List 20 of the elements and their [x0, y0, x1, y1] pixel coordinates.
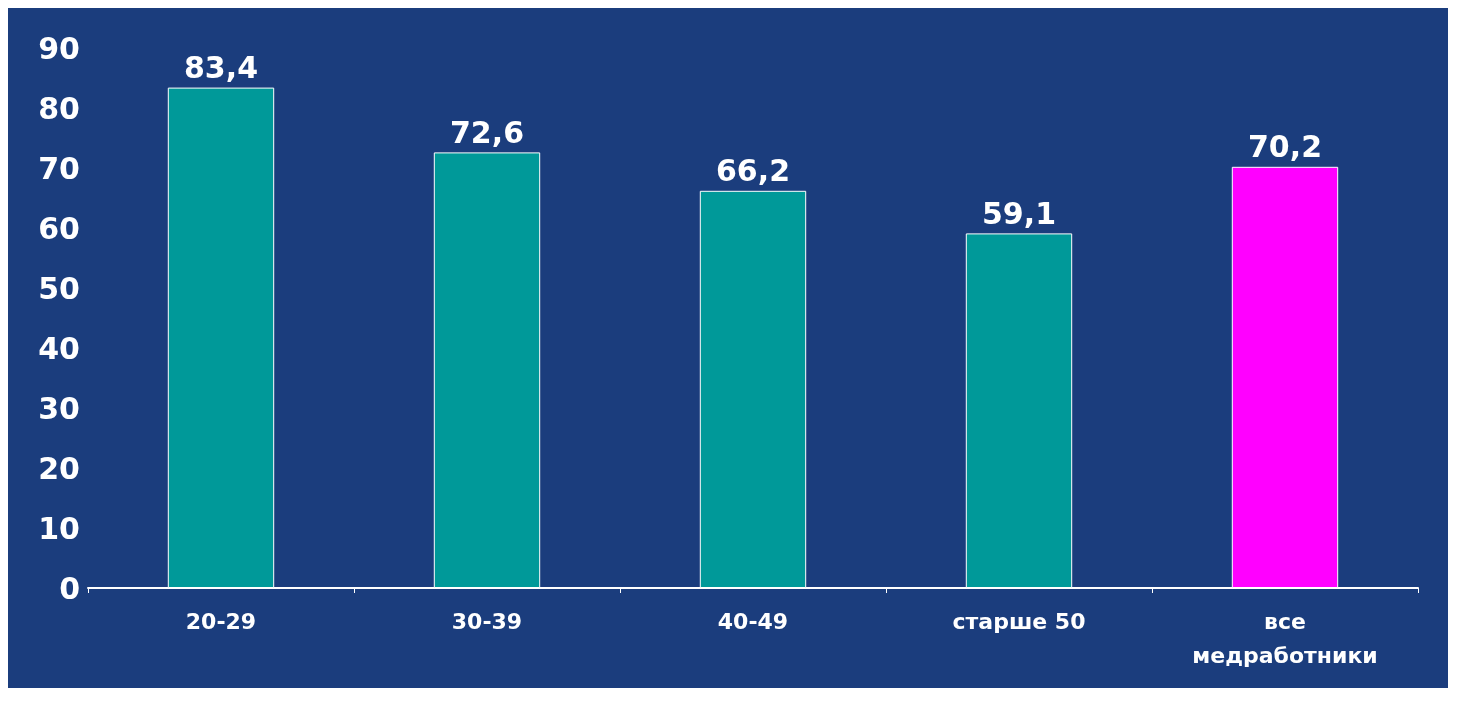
y-tick-label: 20	[38, 450, 80, 486]
x-tick-label: 20-29	[185, 608, 257, 634]
data-label: 59,1	[981, 195, 1057, 231]
x-tick-label: все медработники	[1192, 608, 1378, 668]
y-tick-label: 0	[59, 570, 80, 606]
y-tick-label: 60	[38, 210, 80, 246]
data-label: 83,4	[183, 50, 259, 86]
y-tick-label: 90	[38, 30, 80, 66]
y-tick-label: 70	[38, 150, 80, 186]
x-tick-label: старше 50	[952, 608, 1086, 634]
y-tick-label: 50	[38, 270, 80, 306]
data-label: 72,6	[449, 114, 525, 150]
y-tick-label: 80	[38, 90, 80, 126]
data-label: 66,2	[715, 153, 791, 189]
y-tick-label: 10	[38, 510, 80, 546]
x-tick-label: 40-49	[717, 608, 789, 634]
data-label: 70,2	[1247, 129, 1323, 165]
y-tick-label: 30	[38, 390, 80, 426]
x-tick-label: 30-39	[451, 608, 523, 634]
y-tick-label: 40	[38, 330, 80, 366]
